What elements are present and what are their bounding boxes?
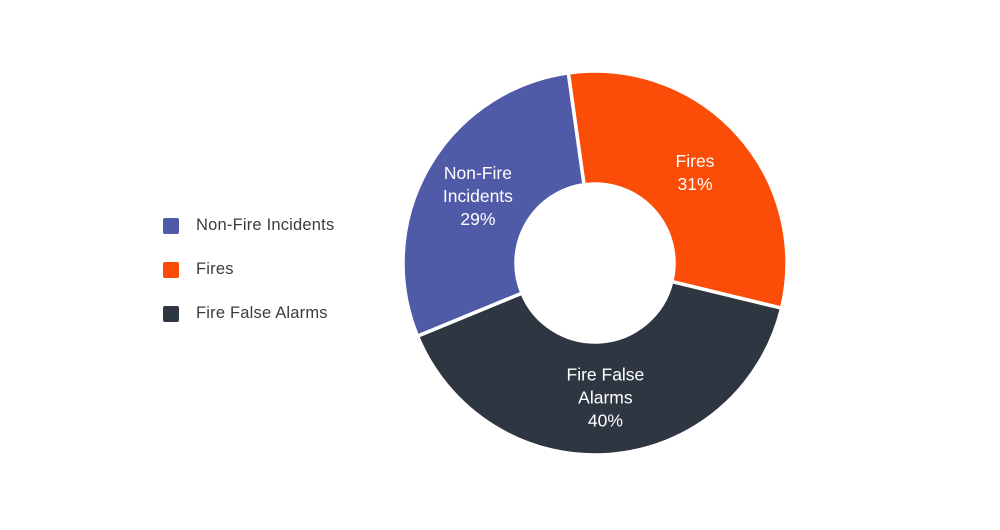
legend-swatch-icon [163, 217, 179, 234]
legend-item-non-fire-incidents[interactable]: Non-Fire Incidents [163, 216, 335, 234]
pie-slice-non-fire-incidents[interactable] [401, 71, 586, 338]
slice-label: Fire False Alarms 40% [567, 365, 645, 431]
slice-label: Non-Fire Incidents 29% [443, 163, 513, 229]
legend-swatch-icon [163, 261, 179, 278]
legend-label: Fire False Alarms [196, 304, 328, 322]
slice-label: Fires 31% [676, 151, 715, 194]
donut-chart: Fires 31% Fire False Alarms 40% Non-Fire Incid… [401, 69, 789, 457]
legend-label: Non-Fire Incidents [196, 216, 335, 234]
pie-slice-fires[interactable] [566, 69, 789, 310]
legend-item-fires[interactable]: Fires [163, 260, 334, 278]
legend-label: Fires [196, 260, 234, 278]
legend: Non-Fire Incidents Fires Fire False Alar… [163, 216, 335, 322]
legend-item-fire-false-alarms[interactable]: Fire False Alarms [163, 304, 334, 322]
legend-swatch-icon [163, 305, 179, 322]
pie-slice-fire-false-alarms[interactable] [415, 279, 784, 457]
